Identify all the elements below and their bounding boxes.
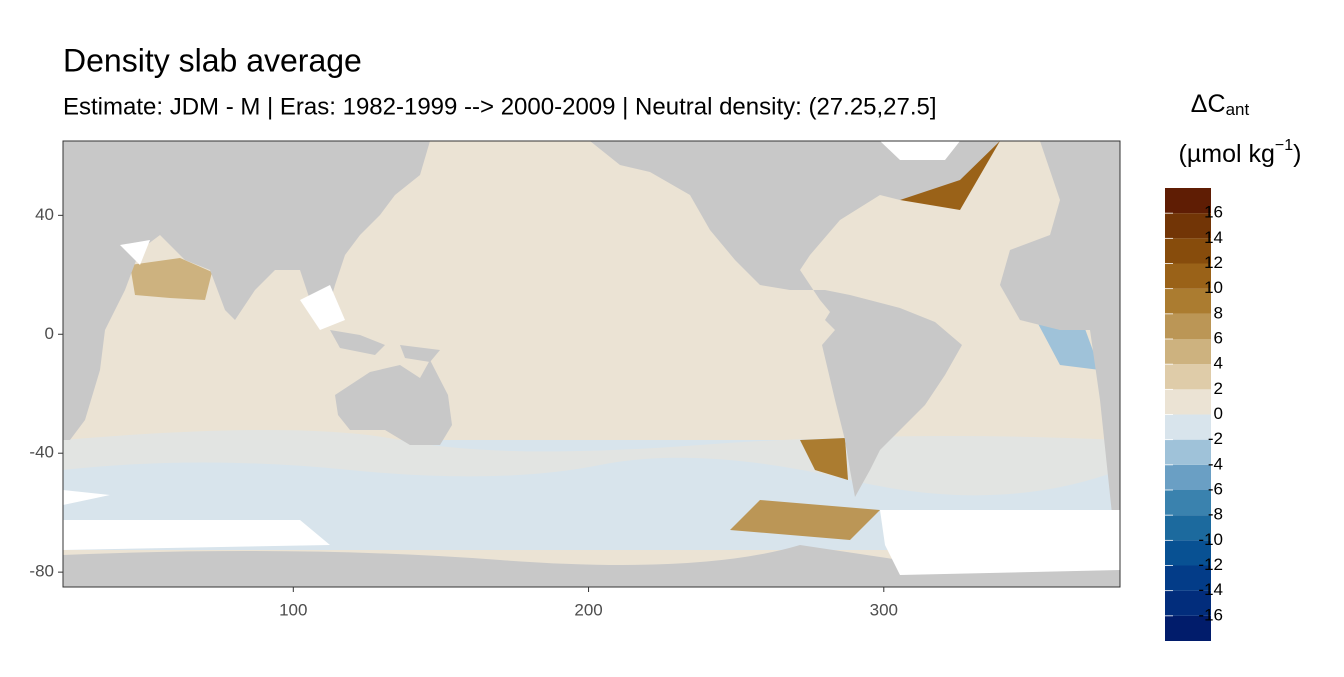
x-tick-label: 200 — [574, 600, 602, 619]
legend-tick-label: -6 — [1208, 479, 1223, 498]
arabian-sea-patch — [130, 258, 212, 300]
legend-bin — [1165, 339, 1211, 365]
x-tick-label: 100 — [279, 600, 307, 619]
legend-unit-main: (µmol kg — [1179, 140, 1275, 168]
legend-tick-label: -14 — [1198, 580, 1223, 599]
legend-tick-label: -12 — [1198, 555, 1223, 574]
legend-bin — [1165, 188, 1211, 214]
legend-bin — [1165, 414, 1211, 440]
legend-bin — [1165, 313, 1211, 339]
legend-unit-sup: −1 — [1275, 137, 1293, 154]
legend-tick-label: -2 — [1208, 429, 1223, 448]
legend-unit: (µmol kg−1) — [1179, 137, 1302, 167]
legend-tick-label: -10 — [1198, 530, 1223, 549]
map — [63, 141, 1120, 587]
legend-bin — [1165, 615, 1211, 641]
chart-subtitle: Estimate: JDM - M | Eras: 1982-1999 --> … — [63, 93, 937, 120]
legend-bin — [1165, 213, 1211, 239]
legend-tick-label: -8 — [1208, 505, 1223, 524]
legend-title-sub: ant — [1226, 100, 1250, 119]
legend-bin — [1165, 263, 1211, 289]
legend-tick-label: 6 — [1214, 328, 1223, 347]
no-data — [63, 240, 1120, 575]
panel-border — [62, 140, 1121, 588]
y-tick-label: 40 — [35, 205, 54, 224]
legend-bin — [1165, 515, 1211, 541]
legend-tick-label: 4 — [1214, 354, 1223, 373]
legend-bin — [1165, 364, 1211, 390]
chart-title: Density slab average — [63, 42, 362, 78]
legend-tick-label: -4 — [1208, 454, 1223, 473]
legend-bin — [1165, 238, 1211, 264]
south-atlantic-patch — [800, 438, 848, 480]
legend-tick-label: 0 — [1214, 404, 1223, 423]
legend-tick-label: -16 — [1198, 605, 1223, 624]
legend-bin — [1165, 590, 1211, 616]
legend-tick-label: 12 — [1204, 253, 1223, 272]
amundsen-patch — [730, 500, 880, 540]
legend-bin — [1165, 389, 1211, 415]
legend-bin — [1165, 490, 1211, 516]
legend-bin — [1165, 540, 1211, 566]
y-tick-label: -40 — [29, 443, 54, 462]
legend-tick-label: 16 — [1204, 203, 1223, 222]
no-data — [880, 141, 960, 160]
legend-tick-label: 2 — [1214, 379, 1223, 398]
legend-tick-label: 10 — [1204, 278, 1223, 297]
legend-tick-label: 14 — [1204, 228, 1223, 247]
legend-bin — [1165, 439, 1211, 465]
y-tick-label: -80 — [29, 562, 54, 581]
legend-bin — [1165, 288, 1211, 314]
land — [63, 141, 1120, 587]
y-tick-label: 0 — [45, 324, 54, 343]
legend-bin — [1165, 464, 1211, 490]
legend-title: ΔCant — [1191, 90, 1250, 120]
legend-tick-label: 8 — [1214, 303, 1223, 322]
legend-title-main: ΔC — [1191, 90, 1226, 118]
x-tick-label: 300 — [870, 600, 898, 619]
legend-unit-end: ) — [1293, 140, 1301, 168]
legend-bin — [1165, 565, 1211, 591]
